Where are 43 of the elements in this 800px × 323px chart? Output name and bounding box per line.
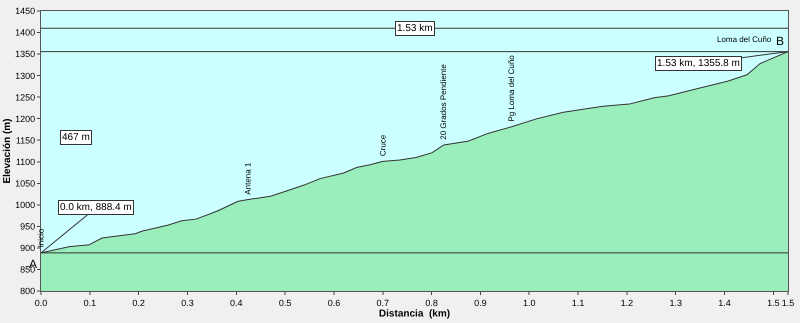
x-tick-label: 1.5 xyxy=(767,298,780,308)
x-tick-label: 0.2 xyxy=(132,298,145,308)
y-tick-label: 1250 xyxy=(15,92,36,102)
annotation: Pg Loma del Cuño xyxy=(506,54,516,122)
x-tick-label: 0.8 xyxy=(425,298,438,308)
annotation: 0.0 km, 888.4 m xyxy=(60,202,132,213)
x-tick-label: 1.3 xyxy=(669,298,682,308)
x-tick-label: 0.3 xyxy=(181,298,194,308)
y-tick-label: 800 xyxy=(20,286,36,296)
annotation: B xyxy=(776,34,784,48)
annotation: Inicio xyxy=(36,228,46,248)
annotation: 20 Grados Pendiente xyxy=(438,64,448,140)
x-tick-label: 0.9 xyxy=(474,298,487,308)
x-tick-label: 1.0 xyxy=(522,298,536,308)
y-tick-label: 1450 xyxy=(15,6,36,16)
y-tick-label: 1000 xyxy=(15,200,36,210)
x-tick-label: 0.6 xyxy=(328,298,340,308)
x-tick-label: 0.5 xyxy=(278,298,292,308)
x-tick-label: 1.2 xyxy=(620,298,634,308)
annotation: 467 m xyxy=(62,132,90,143)
annotation: 1.53 km, 1355.8 m xyxy=(657,58,740,69)
y-tick-label: 1050 xyxy=(15,178,36,188)
x-tick-label: 0.1 xyxy=(84,298,96,308)
x-tick-label: 1.1 xyxy=(572,298,584,308)
x-tick-label: 1.5 xyxy=(782,298,794,308)
y-tick-label: 1350 xyxy=(15,49,36,60)
x-tick-label: 0.7 xyxy=(376,298,390,308)
x-tick-label: 0.0 xyxy=(34,298,48,308)
annotation: Antena 1 xyxy=(243,162,252,195)
y-tick-label: 1200 xyxy=(15,114,36,124)
y-tick-label: 1300 xyxy=(15,70,36,81)
x-axis-title: Distancia (km) xyxy=(378,308,450,320)
y-tick-label: 1400 xyxy=(15,28,36,38)
y-tick-label: 1150 xyxy=(16,135,36,146)
annotation: Loma del Cuño xyxy=(717,35,772,44)
x-tick-label: 1.4 xyxy=(718,298,731,308)
y-axis-title: Elevación (m) xyxy=(2,118,14,184)
annotation: Cruce xyxy=(378,134,388,156)
y-tick-label: 1100 xyxy=(16,156,36,167)
ref-line-label: 1.53 km xyxy=(397,23,433,34)
x-tick-label: 0.4 xyxy=(230,298,243,308)
y-tick-label: 900 xyxy=(20,243,36,254)
y-tick-label: 950 xyxy=(20,222,36,232)
